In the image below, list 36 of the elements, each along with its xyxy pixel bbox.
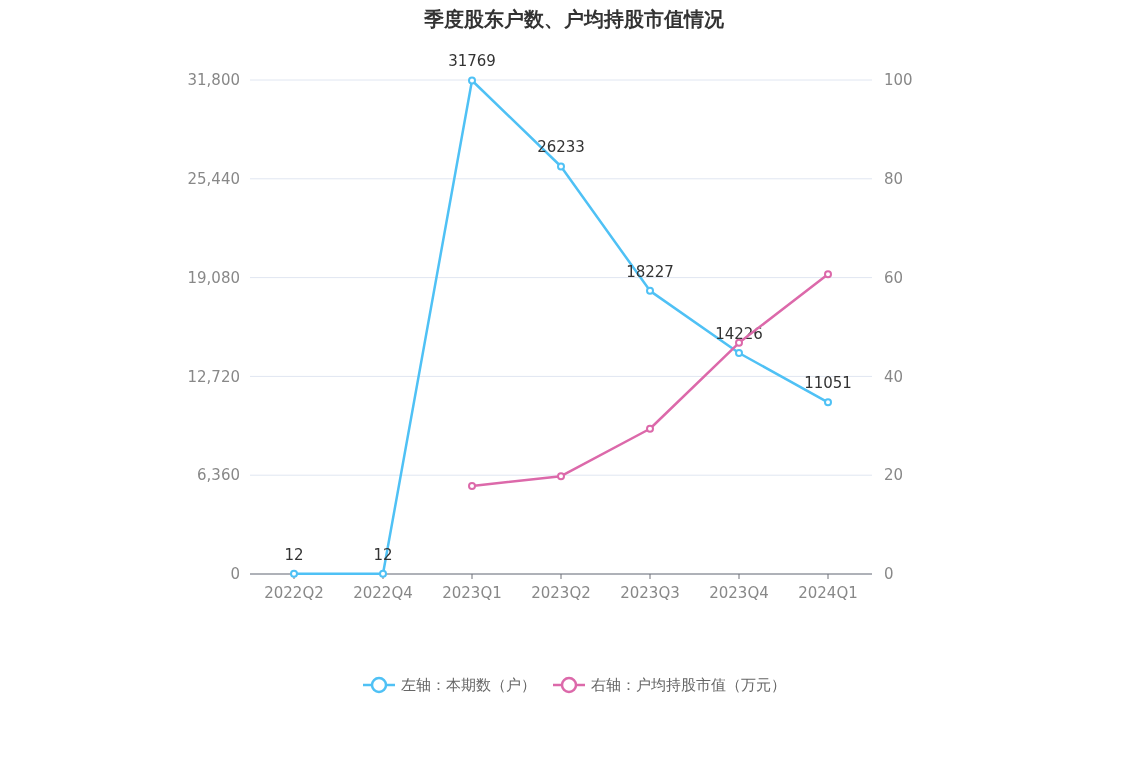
- x-tick-label: 2023Q3: [620, 584, 680, 602]
- y-tick-label: 6,360: [197, 466, 240, 485]
- legend-label: 右轴：户均持股市值（万元）: [591, 676, 786, 695]
- point: [735, 349, 743, 358]
- point: [824, 398, 832, 407]
- point: [290, 569, 298, 578]
- x-tick-label: 2023Q2: [531, 584, 591, 602]
- data-label: 11051: [804, 374, 852, 393]
- point: [646, 424, 654, 433]
- point: [824, 270, 832, 279]
- y2-tick-label: 20: [884, 466, 904, 485]
- y-tick-label: 31,800: [187, 71, 240, 90]
- point: [646, 286, 654, 295]
- point: [468, 76, 476, 85]
- y-tick-label: 12,720: [187, 367, 240, 386]
- y2-tick-label: 0: [884, 565, 894, 584]
- y2-tick-label: 60: [884, 268, 904, 287]
- point: [557, 162, 565, 171]
- point: [468, 482, 476, 491]
- y-tick-label: 19,080: [187, 268, 240, 287]
- y2-tick-label: 80: [884, 170, 904, 189]
- point: [379, 569, 387, 578]
- chart-title: 季度股东户数、户均持股市值情况: [423, 7, 725, 31]
- y2-tick-label: 100: [884, 71, 913, 90]
- legend-label: 左轴：本期数（户）: [401, 676, 536, 695]
- y-tick-label: 25,440: [187, 170, 240, 189]
- x-tick-label: 2023Q4: [709, 584, 769, 602]
- x-tick-label: 2022Q2: [264, 584, 324, 602]
- data-label: 31769: [448, 52, 496, 71]
- y-tick-label: 0: [230, 565, 240, 584]
- y2-tick-label: 40: [884, 367, 904, 386]
- x-tick-label: 2022Q4: [353, 584, 413, 602]
- data-label: 12: [284, 545, 304, 564]
- point: [557, 472, 565, 481]
- x-tick-label: 2024Q1: [798, 584, 858, 602]
- x-tick-label: 2023Q1: [442, 584, 502, 602]
